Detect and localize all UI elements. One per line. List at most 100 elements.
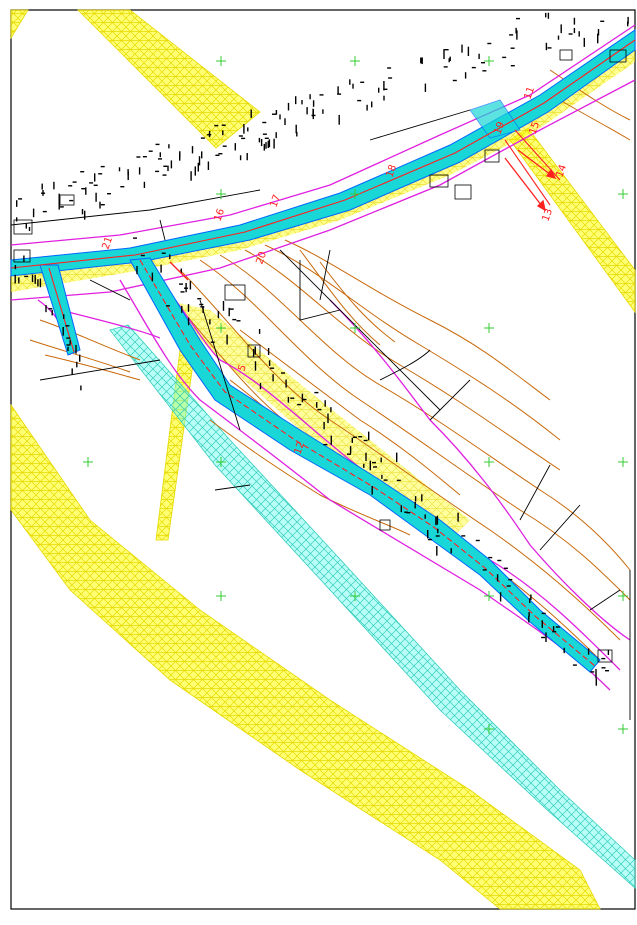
survey-tick-mark [600,20,605,22]
survey-tick-mark [264,137,269,139]
survey-tick-mark [373,466,377,468]
survey-tick-mark [68,185,73,187]
survey-tick-mark [595,678,597,686]
survey-tick-mark [200,137,205,139]
grid-cross-marker [83,457,93,467]
survey-tick-mark [263,143,265,151]
survey-tick-mark [601,657,606,660]
grid-cross-marker [350,189,360,199]
survey-tick-mark [502,56,507,59]
grid-cross-marker [216,56,226,66]
survey-tick-mark [316,402,318,408]
survey-tick-mark [371,486,373,495]
survey-tick-mark [387,67,392,69]
survey-tick-mark [601,667,606,669]
survey-tick-mark [229,308,234,310]
survey-tick-mark [127,171,129,181]
survey-tick-mark [209,319,211,325]
survey-tick-mark [338,114,340,125]
survey-tick-mark [273,138,275,149]
survey-tick-mark [510,47,515,49]
survey-tick-mark [295,124,297,134]
section-label-19: 19 [492,120,507,136]
section-label-18: 18 [384,163,399,179]
grid-cross-marker [216,323,226,333]
survey-tick-mark [184,287,188,289]
survey-tick-mark [210,341,215,343]
survey-tick-mark [372,461,376,464]
survey-tick-mark [80,385,82,391]
survey-tick-mark [25,223,27,229]
survey-tick-mark [163,165,168,167]
survey-tick-mark [444,49,449,51]
survey-tick-mark [133,237,137,239]
survey-tick-mark [265,142,267,149]
grid-cross-marker [618,457,628,467]
survey-tick-mark [572,664,577,666]
survey-tick-mark [481,62,485,64]
survey-tick-mark [555,626,560,628]
survey-tick-mark [448,58,450,63]
section-label-20: 20 [254,250,269,266]
survey-tick-mark [381,474,383,479]
survey-tick-mark [222,130,224,136]
yellow-hatch-zones [10,9,636,910]
survey-tick-mark [482,70,487,72]
road-main-upper [10,29,636,277]
survey-tick-mark [236,320,241,322]
survey-tick-mark [281,372,285,374]
survey-tick-mark [14,265,17,270]
survey-tick-mark [258,329,261,334]
survey-tick-mark [167,165,169,172]
survey-tick-mark [42,190,44,196]
survey-tick-mark [179,152,181,161]
survey-tick-mark [72,181,77,183]
survey-tick-mark [158,158,162,160]
survey-tick-mark [79,354,81,362]
survey-tick-mark [295,96,297,105]
survey-tick-mark [279,114,281,120]
survey-tick-mark [270,367,275,369]
survey-tick-mark [597,33,599,44]
survey-tick-mark [142,156,147,158]
grid-cross-marker [350,591,360,601]
survey-tick-mark [262,121,267,124]
survey-tick-mark [509,34,514,36]
survey-tick-mark [573,28,576,34]
survey-tick-mark [24,275,29,278]
survey-tick-mark [541,636,546,639]
survey-tick-mark [155,143,160,146]
survey-tick-mark [197,298,202,300]
survey-tick-mark [478,53,480,60]
survey-tick-mark [201,151,203,159]
survey-tick-mark [89,182,94,184]
survey-tick-mark [232,318,237,321]
survey-tick-mark [488,556,493,559]
survey-tick-mark [59,206,64,208]
survey-tick-mark [351,437,353,443]
survey-tick-mark [435,516,437,526]
survey-tick-mark [347,453,351,455]
survey-tick-mark [363,439,368,442]
survey-tick-mark [37,279,39,287]
survey-tick-mark [414,496,417,502]
survey-tick-mark [461,535,466,537]
survey-tick-mark [214,124,219,127]
survey-tick-mark [254,361,257,371]
survey-tick-mark [34,274,36,281]
survey-tick-mark [285,379,287,388]
survey-tick-mark [349,79,351,85]
survey-tick-mark [545,632,547,643]
survey-tick-mark [267,140,269,148]
survey-tick-mark [309,94,311,100]
survey-tick-mark [187,317,190,326]
survey-tick-mark [259,382,262,390]
survey-tick-mark [568,33,573,35]
survey-tick-mark [383,81,385,91]
survey-tick-mark [84,210,86,220]
survey-tick-mark [424,514,426,519]
survey-tick-mark [221,124,226,126]
survey-tick-mark [268,139,271,148]
survey-tick-mark [198,156,201,166]
survey-tick-mark [187,304,190,312]
